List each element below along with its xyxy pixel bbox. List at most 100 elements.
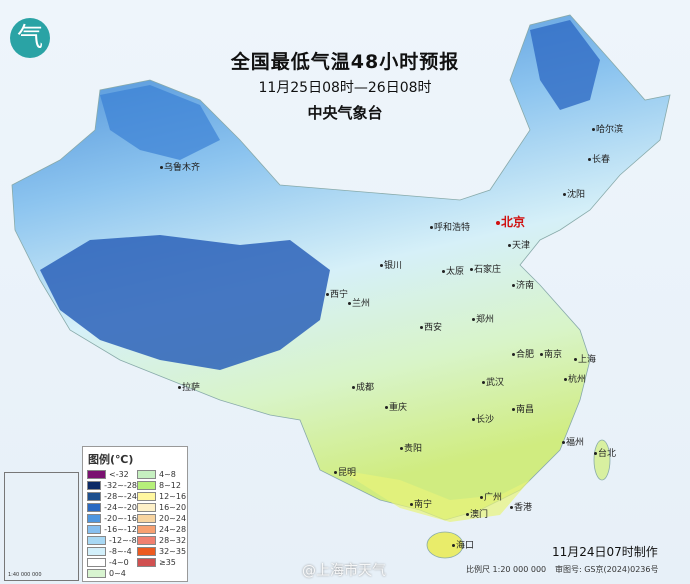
production-time: 11月24日07时制作: [552, 545, 658, 559]
legend-label: 32~35: [159, 547, 187, 556]
xinjiang-cold-zone: [100, 85, 220, 160]
legend-item: ≥35: [137, 557, 187, 568]
legend-item: -12~-8: [87, 535, 137, 546]
forecast-period: 11月25日08时—26日08时: [258, 80, 432, 96]
city-label: 合肥: [512, 347, 534, 360]
map-review-number: 审图号: GS京(2024)0236号: [555, 565, 659, 574]
cma-logo: 气: [10, 18, 50, 58]
city-label: 济南: [512, 278, 534, 291]
legend-item: -20~-16: [87, 513, 137, 524]
legend-swatch: [87, 514, 102, 523]
legend-swatch: [87, 536, 106, 545]
northeast-cold-zone: [530, 20, 600, 110]
legend-swatch: [87, 558, 106, 567]
watermark: @上海市天气: [302, 563, 386, 579]
legend-label: -24~-20: [104, 503, 137, 512]
city-label: 沈阳: [563, 187, 585, 200]
legend-swatch: [137, 525, 156, 534]
logo-glyph: 气: [16, 23, 43, 53]
city-label: 长沙: [472, 412, 494, 425]
legend-label: ≥35: [159, 558, 176, 567]
legend-swatch: [137, 558, 156, 567]
legend-label: -16~-12: [104, 525, 137, 534]
legend-label: -12~-8: [109, 536, 137, 545]
legend-swatch: [87, 492, 102, 501]
legend-swatch: [87, 503, 102, 512]
legend-swatch: [87, 525, 102, 534]
city-label: 北京: [496, 213, 525, 230]
legend-item: 24~28: [137, 524, 187, 535]
city-label: 昆明: [334, 465, 356, 478]
city-label: 银川: [380, 258, 402, 271]
legend-label: 12~16: [159, 492, 187, 501]
city-label: 哈尔滨: [592, 122, 623, 135]
city-label: 香港: [510, 500, 532, 513]
legend-column-left: <-32 -32~-28 -28~-24 -24~-20 -20~-16 -16~-12 -…: [87, 469, 137, 579]
legend-swatch: [87, 481, 102, 490]
legend-label: 28~32: [159, 536, 187, 545]
south-china-sea-inset: 1:40 000 000: [4, 472, 79, 581]
city-label: 西宁: [326, 287, 348, 300]
legend-label: -32~-28: [104, 481, 137, 490]
city-label: 太原: [442, 264, 464, 277]
legend-item: <-32: [87, 469, 137, 480]
map-title: 全国最低气温48小时预报: [230, 51, 460, 73]
city-label: 天津: [508, 238, 530, 251]
city-label: 成都: [352, 380, 374, 393]
city-label: 贵阳: [400, 441, 422, 454]
legend-label: 20~24: [159, 514, 187, 523]
legend-item: -8~-4: [87, 546, 137, 557]
legend-label: 8~12: [159, 481, 181, 490]
city-label: 西安: [420, 320, 442, 333]
city-label: 重庆: [385, 400, 407, 413]
legend-title: 图例(℃): [88, 453, 134, 466]
tibet-cold-zone: [40, 235, 330, 370]
city-label: 石家庄: [470, 262, 501, 275]
legend-swatch: [87, 547, 106, 556]
city-label: 上海: [574, 352, 596, 365]
city-label: 武汉: [482, 375, 504, 388]
legend-label: -20~-16: [104, 514, 137, 523]
legend-label: 4~8: [159, 470, 176, 479]
legend-swatch: [137, 492, 156, 501]
legend-item: 0~4: [87, 568, 137, 579]
legend-label: 16~20: [159, 503, 187, 512]
legend-item: -32~-28: [87, 480, 137, 491]
legend-swatch: [137, 514, 156, 523]
legend-swatch: [87, 569, 106, 578]
city-label: 台北: [594, 446, 616, 459]
agency-name: 中央气象台: [307, 104, 383, 122]
city-label: 福州: [562, 435, 584, 448]
city-label: 广州: [480, 490, 502, 503]
legend-item: 8~12: [137, 480, 187, 491]
city-label: 郑州: [472, 312, 494, 325]
city-label: 长春: [588, 152, 610, 165]
legend-item: 4~8: [137, 469, 187, 480]
legend-item: 20~24: [137, 513, 187, 524]
legend-item: -28~-24: [87, 491, 137, 502]
legend-item: -24~-20: [87, 502, 137, 513]
city-label: 海口: [452, 538, 474, 551]
legend-label: -4~0: [109, 558, 129, 567]
legend-item: -16~-12: [87, 524, 137, 535]
city-label: 拉萨: [178, 380, 200, 393]
legend-swatch: [137, 536, 156, 545]
legend-item: -4~0: [87, 557, 137, 568]
legend-swatch: [137, 481, 156, 490]
legend-swatch: [137, 547, 156, 556]
legend-label: 0~4: [109, 569, 126, 578]
legend: 图例(℃) <-32 -32~-28 -28~-24 -24~-20 -20~-16 -1…: [82, 446, 188, 582]
legend-column-right: 4~8 8~12 12~16 16~20 20~24 24~28 28~32 32~35 ≥35: [137, 469, 187, 579]
legend-swatch: [87, 470, 106, 479]
legend-label: <-32: [109, 470, 129, 479]
city-label: 南昌: [512, 402, 534, 415]
city-label: 南京: [540, 347, 562, 360]
map-scale: 比例尺 1:20 000 000: [466, 565, 547, 574]
city-label: 杭州: [564, 372, 586, 385]
inset-scale: 1:40 000 000: [8, 572, 42, 578]
legend-item: 16~20: [137, 502, 187, 513]
city-label: 南宁: [410, 497, 432, 510]
city-label: 乌鲁木齐: [160, 160, 200, 173]
legend-swatch: [137, 470, 156, 479]
